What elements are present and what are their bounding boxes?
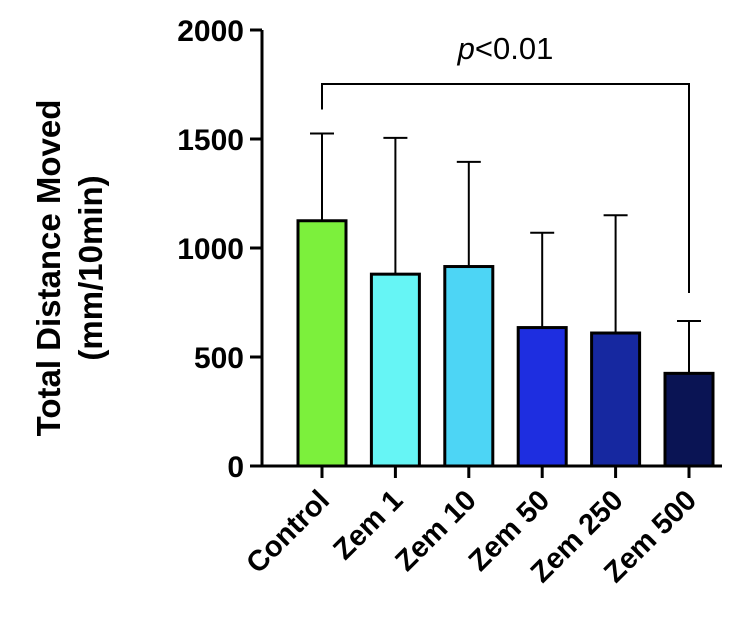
x-tick-label: Zem 10 bbox=[389, 484, 482, 577]
y-tick-label: 1000 bbox=[177, 233, 244, 266]
x-tick-label: Control bbox=[240, 484, 336, 580]
y-ticks: 0 500 1000 1500 2000 bbox=[177, 15, 262, 484]
y-tick-label: 1500 bbox=[177, 124, 244, 157]
p-value: <0.01 bbox=[475, 31, 553, 66]
y-tick-label: 2000 bbox=[177, 15, 244, 48]
significance-bracket bbox=[321, 83, 690, 294]
p-symbol: p bbox=[457, 31, 475, 66]
bar bbox=[590, 331, 642, 468]
bars bbox=[296, 219, 715, 468]
y-tick-label: 0 bbox=[227, 451, 244, 484]
bar bbox=[516, 326, 568, 468]
y-axis-title-line1: Total Distance Moved bbox=[30, 100, 67, 437]
bar bbox=[296, 219, 348, 468]
y-axis-title: Total Distance Moved (mm/10min) bbox=[30, 100, 109, 437]
significance-annotation: p<0.01 bbox=[457, 31, 554, 66]
y-tick-label: 500 bbox=[194, 342, 244, 375]
bar bbox=[663, 371, 715, 468]
error-bars bbox=[310, 132, 701, 374]
bar bbox=[443, 265, 495, 468]
bar bbox=[369, 272, 421, 468]
y-axis-title-line2: (mm/10min) bbox=[72, 175, 109, 360]
